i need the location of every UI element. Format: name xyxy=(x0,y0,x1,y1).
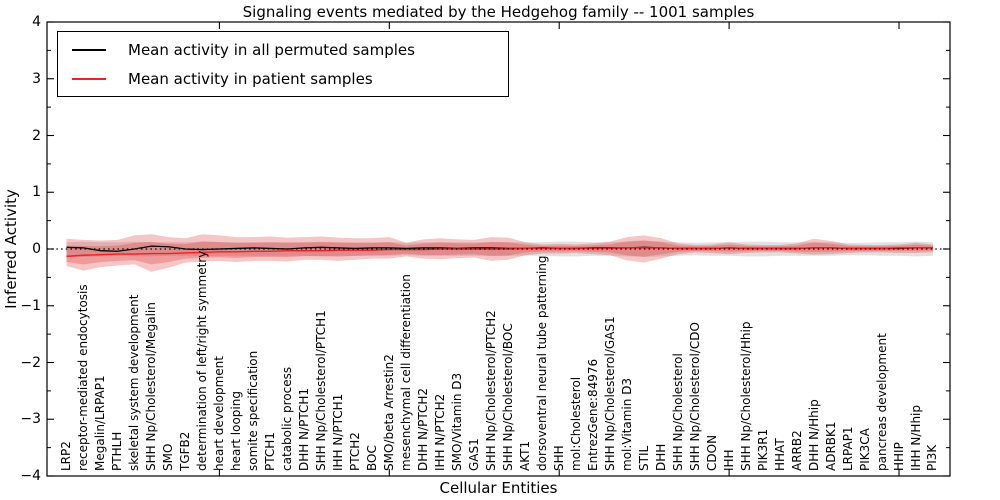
x-category-label: heart development xyxy=(211,356,226,471)
x-category-label: IHH N/PTCH2 xyxy=(432,393,447,471)
patient-outer-band xyxy=(66,234,933,272)
x-category-label: DHH xyxy=(653,443,668,471)
permuted-line-swatch-icon xyxy=(72,48,106,51)
x-category-label: SMO/Vitamin D3 xyxy=(449,372,464,471)
x-category-label: SHH Np/Cholesterol/BOC xyxy=(500,323,515,471)
x-category-label: SHH Np/Cholesterol/GAS1 xyxy=(602,316,617,471)
x-category-label: SHH Np/Cholesterol/CDO xyxy=(687,322,702,471)
x-axis-label: Cellular Entities xyxy=(439,479,558,497)
x-category-label: heart looping xyxy=(228,391,243,471)
y-tick-label: −3 xyxy=(20,411,41,428)
y-tick-label: 3 xyxy=(32,70,41,87)
patient-line-swatch-icon xyxy=(72,77,106,80)
x-category-label: PIK3CA xyxy=(857,428,872,471)
y-tick-label: 0 xyxy=(32,241,41,257)
x-category-label: SHH Np/Cholesterol/PTCH2 xyxy=(483,310,498,471)
x-category-label: SMO xyxy=(160,443,175,471)
x-category-label: SHH Np/Cholesterol/Megalin xyxy=(143,302,158,471)
legend-row-patient: Mean activity in patient samples xyxy=(58,68,508,90)
x-category-label: SHH Np/Cholesterol/PTCH1 xyxy=(313,310,328,471)
y-tick-label: −4 xyxy=(20,468,41,484)
x-category-label: DHH N/PTCH2 xyxy=(415,387,430,471)
x-category-label: LRPAP1 xyxy=(840,426,855,471)
x-category-label: ADRBK1 xyxy=(823,421,838,471)
x-category-label: DHH N/PTCH1 xyxy=(296,387,311,471)
x-category-label: GAS1 xyxy=(466,438,481,471)
x-category-label: TGFB2 xyxy=(177,431,192,471)
x-category-label: mol:Cholesterol xyxy=(568,376,583,471)
x-category-label: SMO/beta Arrestin2 xyxy=(381,354,396,471)
x-category-label: skeletal system development xyxy=(126,294,141,471)
x-category-label: Megalin/LRPAP1 xyxy=(92,375,107,471)
x-category-label: PTHLH xyxy=(109,431,124,471)
x-category-label: IHH xyxy=(721,449,736,471)
patient-mean-line xyxy=(66,247,933,258)
y-tick-label: −2 xyxy=(20,354,41,371)
x-category-label: BOC xyxy=(364,445,379,471)
x-category-label: mesenchymal cell differentiation xyxy=(398,274,413,471)
legend-label-permuted: Mean activity in all permuted samples xyxy=(128,40,415,59)
x-category-label: HHAT xyxy=(772,438,787,471)
y-tick-label: −1 xyxy=(20,297,41,314)
x-category-label: mol:Vitamin D3 xyxy=(619,377,634,471)
y-tick-label: 2 xyxy=(32,127,41,144)
legend-label-patient: Mean activity in patient samples xyxy=(128,69,373,88)
x-category-label: IHH N/Hhip xyxy=(908,405,923,471)
x-category-label: PIK3R1 xyxy=(755,428,770,471)
x-category-label: HHIP xyxy=(891,442,906,471)
x-category-label: receptor-mediated endocytosis xyxy=(75,284,90,471)
patient-inner-band xyxy=(66,240,933,265)
x-category-label: somite specification xyxy=(245,350,260,471)
x-category-label: PTCH1 xyxy=(262,432,277,471)
x-category-label: AKT1 xyxy=(517,440,532,471)
x-category-label: STIL xyxy=(636,445,651,471)
x-category-label: LRP2 xyxy=(59,441,73,471)
x-category-label: EntrezGene:84976 xyxy=(585,358,600,471)
x-category-label: catabolic process xyxy=(279,366,294,471)
y-tick-label: 1 xyxy=(32,184,41,201)
x-category-label: determination of left/right symmetry xyxy=(194,250,209,471)
x-category-label: PTCH2 xyxy=(347,432,362,471)
x-category-label: IHH N/PTCH1 xyxy=(330,393,345,471)
x-category-label: ARRB2 xyxy=(789,430,804,471)
x-category-label: SHH Np/Cholesterol/Hhip xyxy=(738,321,753,471)
x-category-label: CDON xyxy=(704,434,719,471)
legend-row-permuted: Mean activity in all permuted samples xyxy=(58,39,508,61)
chart-title: Signaling events mediated by the Hedgeho… xyxy=(242,3,755,21)
x-category-label: pancreas development xyxy=(874,333,889,471)
x-category-label: PI3K xyxy=(925,444,940,471)
x-category-label: SHH xyxy=(551,445,566,471)
x-category-label: SHH Np/Cholesterol xyxy=(670,353,685,471)
x-category-label: DHH N/Hhip xyxy=(806,399,821,471)
legend: Mean activity in all permuted samples Me… xyxy=(57,31,509,97)
x-category-label: dorsoventral neural tube patterning xyxy=(534,255,549,471)
y-tick-label: 4 xyxy=(32,14,41,30)
